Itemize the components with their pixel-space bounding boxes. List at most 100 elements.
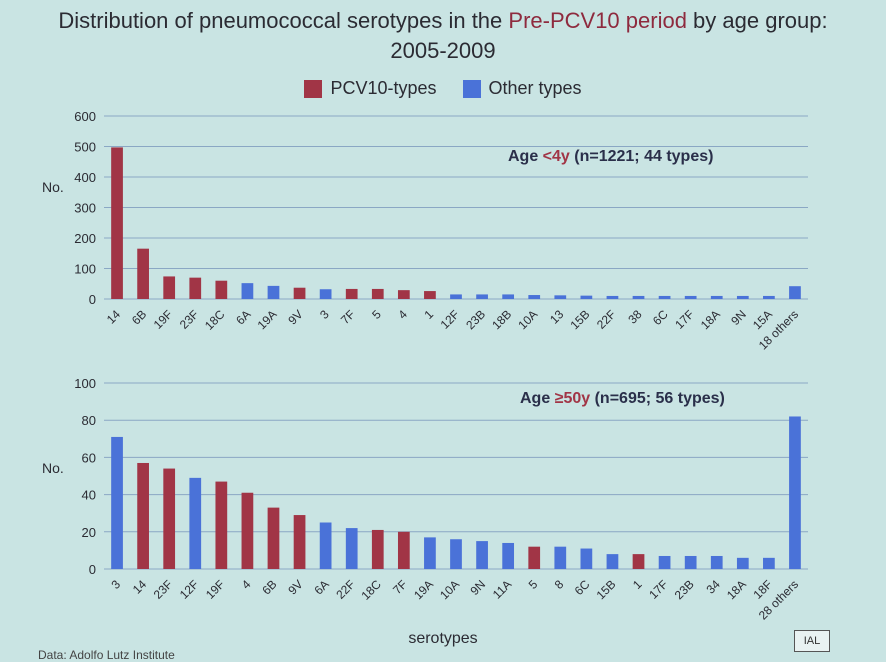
y-tick-label: 40 (82, 488, 96, 503)
bar-23B (476, 294, 488, 299)
y-axis-label: No. (42, 179, 64, 195)
bar-28-others (789, 416, 801, 569)
y-tick-label: 400 (74, 170, 96, 185)
x-tick-label: 38 (625, 307, 645, 327)
x-tick-label: 34 (704, 577, 724, 597)
bar-1 (424, 291, 436, 299)
bar-8 (554, 546, 567, 569)
bar-9V (293, 515, 306, 569)
title-highlight: Pre-PCV10 period (508, 8, 687, 33)
bar-6A (241, 283, 254, 299)
title-text-post: by age group: (686, 8, 828, 33)
x-tick-label: 12F (177, 577, 202, 602)
bar-6A (319, 522, 332, 569)
bar-10A (528, 295, 541, 299)
x-tick-label: 23B (672, 577, 697, 602)
x-tick-label: 10A (515, 307, 540, 332)
bar-7F (345, 288, 358, 299)
title-line-1: Distribution of pneumococcal serotypes i… (0, 6, 886, 36)
x-tick-label: 1 (421, 307, 436, 322)
bar-12F (189, 477, 202, 569)
x-tick-label: 5 (369, 307, 384, 322)
age-group-annotation: Age <4y (n=1221; 44 types) (508, 148, 713, 165)
x-tick-label: 3 (317, 307, 332, 322)
y-tick-label: 300 (74, 201, 96, 216)
bar-19F (163, 276, 176, 299)
y-tick-label: 0 (89, 292, 96, 307)
bar-4 (241, 492, 254, 569)
bar-23F (163, 468, 176, 569)
bar-18C (371, 529, 384, 569)
legend-label-pcv10: PCV10-types (330, 78, 437, 98)
legend-item-other: Other types (462, 78, 582, 99)
x-tick-label: 22F (333, 577, 358, 602)
x-axis-title: serotypes (408, 630, 478, 647)
x-tick-label: 15B (567, 307, 592, 332)
x-tick-label: 19A (255, 307, 280, 332)
bar-5 (528, 546, 541, 569)
bar-18-others (789, 286, 801, 299)
x-tick-label: 5 (526, 577, 541, 592)
chart-age-over-50: No. 0 20 40 60 80 100 3 14 23F 12F 19F 4 6B 9V 6A 22F 18C… (42, 376, 808, 623)
bar-6C (580, 548, 593, 569)
x-tick-label: 1 (630, 577, 645, 592)
title-text-pre: Distribution of pneumococcal serotypes i… (58, 8, 509, 33)
x-tick-label: 7F (338, 307, 358, 327)
y-tick-label: 60 (82, 450, 96, 465)
x-tick-label: 18A (724, 577, 749, 602)
x-tick-label: 14 (130, 577, 150, 597)
bar-18B (502, 294, 515, 299)
bar-1 (632, 554, 645, 569)
bar-22F (345, 528, 358, 569)
bar-23B (684, 555, 697, 569)
bar-22F (606, 295, 619, 299)
bar-19A (424, 537, 436, 569)
bar-5 (371, 288, 384, 299)
data-source-note: Data: Adolfo Lutz Institute (38, 648, 175, 662)
bar-15B (580, 295, 593, 299)
x-tick-label: 14 (104, 307, 124, 327)
x-tick-label: 23B (463, 307, 488, 332)
bar-17F (658, 555, 671, 569)
x-tick-label: 9N (728, 307, 749, 328)
bar-34 (710, 555, 723, 569)
age-group-annotation: Age ≥50y (n=695; 56 types) (520, 390, 725, 407)
x-tick-label: 10A (437, 577, 462, 602)
x-tick-label: 23F (177, 307, 202, 332)
x-tick-label: 19F (203, 577, 228, 602)
bar-10A (450, 539, 462, 569)
y-axis-label: No. (42, 460, 64, 476)
bar-17F (684, 295, 697, 299)
y-tick-label: 100 (74, 376, 96, 391)
bar-19A (267, 285, 280, 299)
bar-18F (763, 557, 775, 569)
y-tick-label: 0 (89, 562, 96, 577)
x-tick-label: 22F (594, 307, 619, 332)
x-tick-label: 23F (151, 577, 176, 602)
x-tick-label: 18A (698, 307, 723, 332)
title-line-2: 2005-2009 (390, 38, 496, 63)
x-tick-label: 4 (395, 307, 410, 322)
bar-6B (137, 248, 149, 299)
legend-swatch-pcv10 (304, 79, 323, 98)
bar-11A (502, 542, 515, 569)
bar-9N (476, 541, 488, 569)
x-tick-label: 12F (438, 307, 463, 332)
y-tick-label: 200 (74, 231, 96, 246)
x-tick-label: 19A (411, 577, 436, 602)
bar-18A (710, 295, 723, 299)
x-tick-label: 9N (467, 577, 488, 598)
x-tick-label: 6B (259, 577, 279, 597)
y-tick-label: 80 (82, 413, 96, 428)
bar-4 (397, 290, 410, 299)
y-tick-label: 600 (74, 109, 96, 124)
bar-14 (137, 462, 149, 569)
legend-item-pcv10: PCV10-types (304, 78, 437, 99)
x-tick-label: 9V (285, 577, 305, 597)
bar-23F (189, 277, 202, 299)
legend: PCV10-types Other types (0, 78, 886, 99)
x-tick-label: 18C (202, 307, 228, 333)
x-tick-label: 13 (547, 307, 567, 327)
x-tick-label: 9V (285, 307, 305, 327)
